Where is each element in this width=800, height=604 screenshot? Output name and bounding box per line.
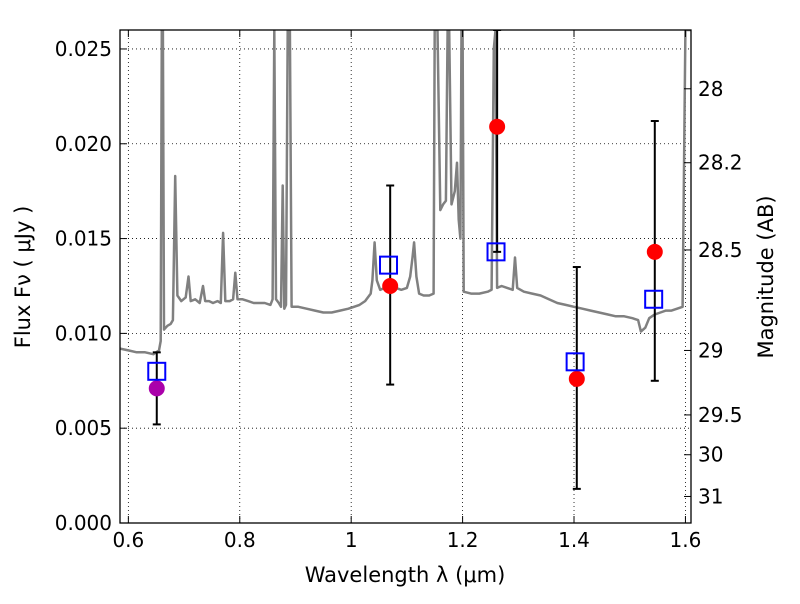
- y-tick-label: 0.015: [55, 227, 112, 251]
- y-tick-label: 0.010: [55, 321, 112, 345]
- model-point: [379, 255, 399, 275]
- model-point: [486, 242, 506, 262]
- x-tick-label: 1.2: [447, 528, 479, 552]
- axis-ticks: 0.6 0.8 1 1.2 1.4 1.6 0.000 0.005 0.010 0.015 0.02…: [55, 30, 743, 552]
- spectrum-layer: [120, 30, 691, 356]
- y-tick-label: 0.025: [55, 37, 112, 61]
- plot-frame: [119, 29, 692, 524]
- x-tick-label: 0.8: [224, 528, 256, 552]
- x-axis-label: Wavelength λ (μm): [305, 563, 506, 587]
- grid-lines: [120, 30, 691, 524]
- observed-points: [148, 118, 663, 397]
- y-axis-label: Flux Fν ( μJy ): [11, 206, 35, 349]
- y2-tick-label: 29.5: [698, 403, 743, 427]
- y2-tick-label: 28.2: [698, 151, 743, 175]
- errorbar-layer: [152, 30, 659, 490]
- y-tick-label: 0.020: [55, 132, 112, 156]
- model-points: [147, 242, 664, 381]
- observed-point: [568, 370, 585, 387]
- y2-tick-label: 30: [698, 443, 723, 467]
- spectrum-line: [120, 30, 691, 356]
- observed-point: [646, 243, 663, 260]
- y2-tick-label: 31: [698, 484, 723, 508]
- observed-point: [382, 277, 399, 294]
- x-tick-label: 1.6: [670, 528, 702, 552]
- y-tick-label: 0.000: [55, 511, 112, 535]
- observed-point: [148, 380, 165, 397]
- x-tick-label: 1.4: [558, 528, 590, 552]
- observed-point: [489, 118, 506, 135]
- y-tick-label: 0.005: [55, 416, 112, 440]
- x-tick-label: 1: [345, 528, 358, 552]
- y2-tick-label: 29: [698, 338, 723, 362]
- model-point: [565, 352, 585, 372]
- x-tick-label: 0.6: [112, 528, 144, 552]
- y2-axis-label: Magnitude (AB): [754, 195, 778, 358]
- y2-tick-label: 28: [698, 77, 723, 101]
- model-point: [644, 289, 664, 309]
- y2-tick-label: 28.5: [698, 238, 743, 262]
- model-point: [147, 361, 167, 381]
